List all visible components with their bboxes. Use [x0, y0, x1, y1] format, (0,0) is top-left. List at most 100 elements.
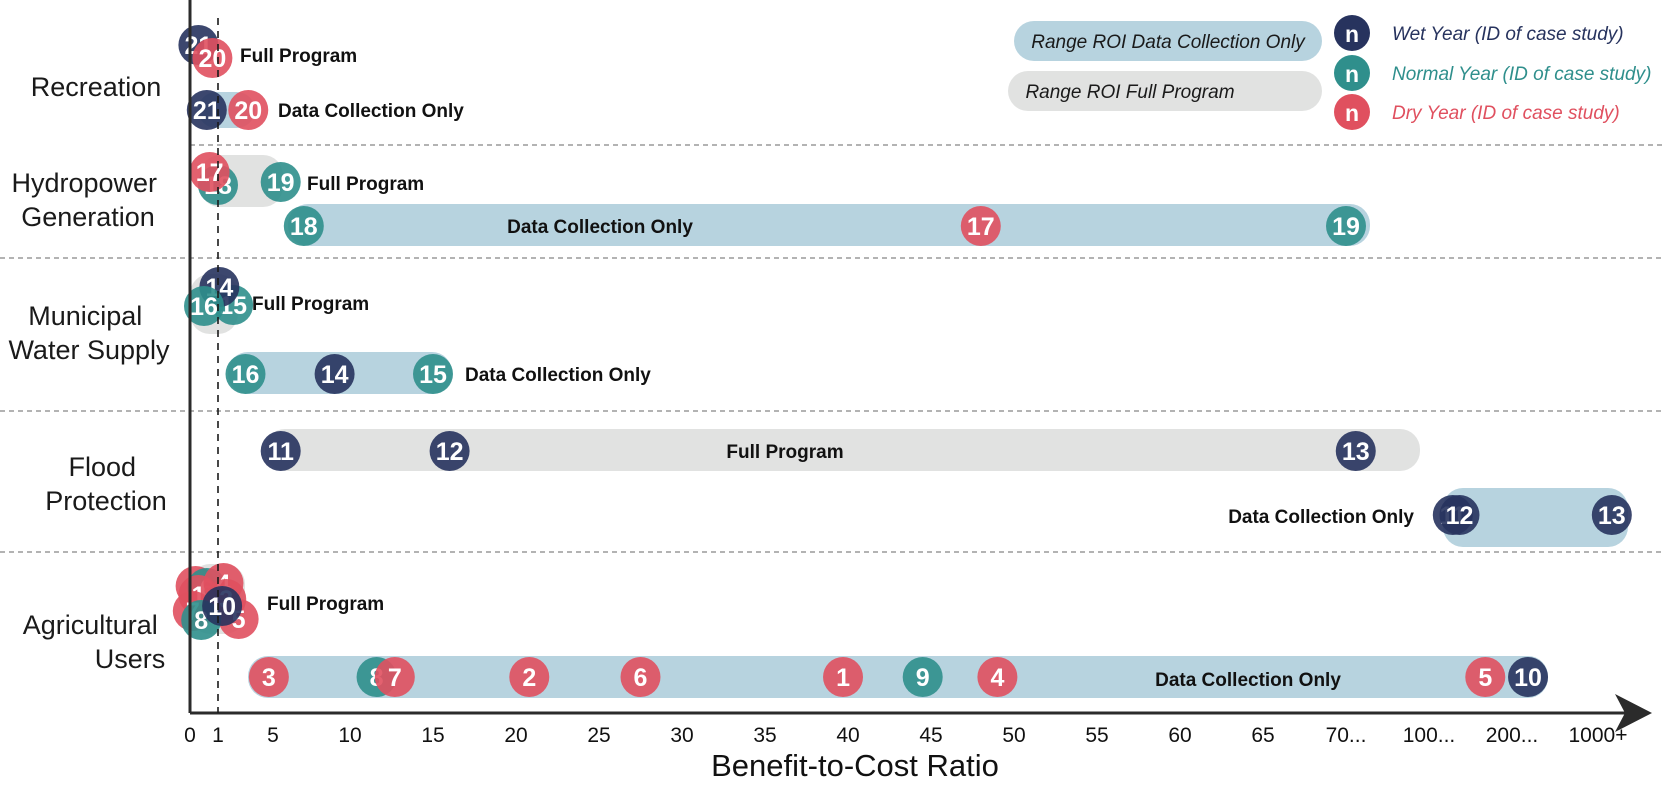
- data-point-marker: [189, 152, 230, 192]
- category-label-agricultural: Agricultural Users: [23, 610, 166, 674]
- x-tick-label: 10: [338, 724, 361, 747]
- data-point-dry: 1: [823, 657, 864, 697]
- legend-range-data-label: Range ROI Data Collection Only: [1031, 32, 1306, 53]
- data-point-marker: [823, 657, 864, 697]
- category-label-line: Protection: [45, 486, 167, 516]
- data-point-marker: [1326, 206, 1366, 246]
- x-tick-label: 35: [753, 724, 776, 747]
- legend-dry-marker-text: n: [1345, 100, 1359, 126]
- data-point-marker: [314, 354, 355, 394]
- range-bar-data-collection: [288, 204, 1370, 246]
- legend-normal-label: Normal Year (ID of case study): [1392, 64, 1651, 85]
- x-tick-label: 20: [504, 724, 527, 747]
- data-point-normal: 19: [260, 162, 301, 202]
- data-point-id: 12: [1446, 502, 1474, 530]
- data-point-marker: [186, 90, 227, 130]
- data-point-id: 6: [634, 664, 648, 692]
- legend-wet-label: Wet Year (ID of case study): [1392, 24, 1624, 45]
- data-point-marker: [902, 657, 943, 697]
- data-point-id: 21: [193, 97, 221, 125]
- data-point-marker: [260, 162, 301, 202]
- data-point-id: 20: [198, 45, 226, 73]
- legend-normal-marker-text: n: [1345, 61, 1359, 87]
- x-tick-label: 65: [1251, 724, 1274, 747]
- data-point-id: 7: [388, 664, 402, 692]
- data-point-marker: [184, 286, 224, 326]
- x-tick-label: 5: [267, 724, 279, 747]
- data-point-id: 12: [436, 438, 464, 466]
- legend: Range ROI Data Collection Only Range ROI…: [1008, 15, 1651, 130]
- data-point-marker: [1439, 495, 1480, 535]
- range-bar-data-collection: [1443, 488, 1628, 547]
- data-point-id: 17: [967, 213, 995, 241]
- category-label-line: Agricultural: [23, 610, 158, 640]
- data-point-marker: [620, 657, 661, 697]
- data-point-id: 5: [1478, 664, 1492, 692]
- data-point-wet: 10: [1508, 657, 1549, 697]
- data-point-id: 2: [522, 664, 536, 692]
- range-labels: Full Program Data Collection Only Full Pro…: [240, 46, 1414, 691]
- category-label-flood: Flood Protection: [45, 452, 167, 516]
- x-tick-label: 1000+: [1569, 724, 1628, 747]
- data-point-id: 15: [419, 361, 447, 389]
- range-label: Data Collection Only: [465, 365, 651, 386]
- legend-normal-marker: [1334, 55, 1370, 91]
- data-point-id: 18: [290, 213, 318, 241]
- x-tick-label: 100...: [1403, 724, 1456, 747]
- data-point-wet: 12: [429, 431, 470, 471]
- category-separators: [0, 144, 1665, 553]
- data-point-marker: [283, 206, 324, 246]
- data-point-marker: [260, 431, 301, 471]
- x-tick-label: 30: [670, 724, 693, 747]
- data-point-dry: 20: [228, 90, 269, 130]
- legend-range-full-label: Range ROI Full Program: [1025, 82, 1234, 103]
- legend-range-full-swatch: [1008, 71, 1322, 111]
- data-point-normal: 16: [225, 354, 266, 394]
- data-point-id: 9: [916, 664, 930, 692]
- x-axis-title: Benefit-to-Cost Ratio: [711, 748, 999, 783]
- data-point-dry: 4: [977, 657, 1018, 697]
- data-point-id: 10: [208, 593, 236, 621]
- data-point-marker: [1591, 495, 1632, 535]
- data-point-normal: 15: [413, 354, 453, 394]
- data-point-marker: [429, 431, 470, 471]
- data-point-id: 14: [321, 361, 349, 389]
- data-point-wet: 10: [202, 586, 243, 626]
- data-point-marker: [413, 354, 453, 394]
- legend-wet-marker-text: n: [1345, 21, 1359, 47]
- range-bar-full-program: [265, 429, 1420, 471]
- category-label-line: Municipal: [28, 301, 142, 331]
- data-point-id: 13: [1598, 502, 1626, 530]
- data-points: 2120212018171918171915141616141511121311…: [172, 25, 1632, 697]
- range-label: Data Collection Only: [507, 217, 693, 238]
- data-point-id: 19: [267, 169, 295, 197]
- data-point-wet: 13: [1335, 431, 1376, 471]
- data-point-id: 10: [1514, 664, 1542, 692]
- data-point-marker: [202, 586, 243, 626]
- data-point-marker: [509, 657, 550, 697]
- data-point-id: 16: [232, 361, 260, 389]
- range-label: Full Program: [307, 174, 424, 195]
- data-point-marker: [374, 657, 415, 697]
- data-point-marker: [960, 206, 1001, 246]
- range-label: Full Program: [240, 46, 357, 67]
- category-labels: Recreation Hydropower Generation Municip…: [8, 72, 170, 674]
- range-label: Full Program: [726, 442, 843, 463]
- x-tick-label: 70...: [1326, 724, 1367, 747]
- x-tick-label: 60: [1168, 724, 1191, 747]
- category-label-line: Water Supply: [8, 335, 170, 365]
- range-label: Full Program: [267, 594, 384, 615]
- category-label-municipal: Municipal Water Supply: [8, 301, 170, 365]
- range-label: Data Collection Only: [1228, 507, 1414, 528]
- data-point-dry: 17: [189, 152, 230, 192]
- data-point-id: 17: [196, 159, 224, 187]
- category-label-line: Users: [95, 644, 166, 674]
- data-point-id: 20: [234, 97, 262, 125]
- data-point-id: 11: [267, 438, 294, 466]
- legend-dry-label: Dry Year (ID of case study): [1392, 103, 1620, 124]
- x-tick-label: 40: [836, 724, 859, 747]
- category-label-recreation: Recreation: [31, 72, 162, 102]
- data-point-dry: 3: [248, 657, 289, 697]
- data-point-dry: 17: [960, 206, 1001, 246]
- category-label-hydropower: Hydropower Generation: [11, 168, 164, 232]
